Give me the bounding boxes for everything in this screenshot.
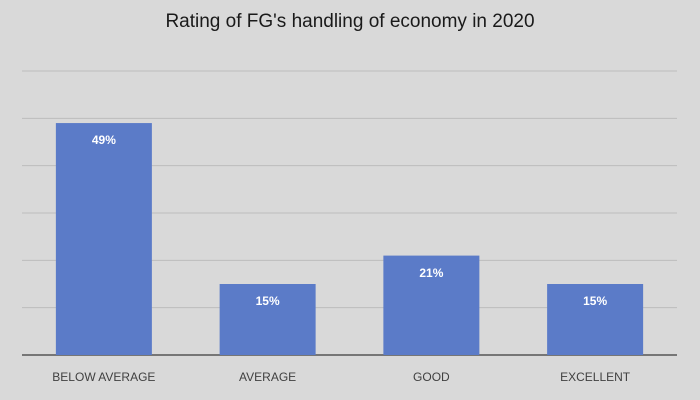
bar [219,284,316,355]
bar [55,123,152,355]
data-label: 49% [92,133,116,147]
bar [383,255,480,355]
data-label: 15% [583,294,607,308]
chart-title: Rating of FG's handling of economy in 20… [165,11,534,32]
x-tick-label: EXCELLENT [560,370,631,384]
x-tick-label: BELOW AVERAGE [52,370,155,384]
data-label: 21% [419,266,443,280]
x-tick-label: AVERAGE [239,370,296,384]
bar [547,284,644,355]
data-label: 15% [256,294,280,308]
x-tick-label: GOOD [413,370,450,384]
